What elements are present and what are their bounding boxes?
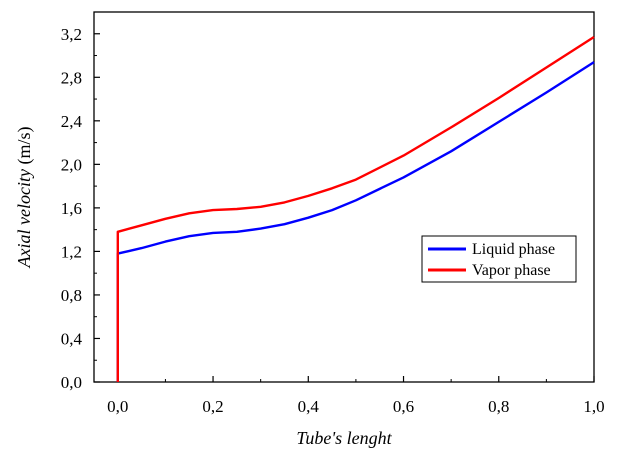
- legend-label: Vapor phase: [472, 262, 551, 279]
- y-tick-label: 0,8: [61, 286, 82, 305]
- legend-box: [421, 235, 577, 283]
- plot-frame: [93, 11, 595, 383]
- x-axis-title: Tube's lenght: [296, 428, 392, 448]
- x-tick-label: 0,4: [298, 397, 320, 416]
- legend-label: Liquid phase: [472, 241, 555, 258]
- x-tick-label: 0,8: [488, 397, 509, 416]
- plot-border: [93, 11, 595, 383]
- series-line-2: [116, 35, 595, 382]
- y-tick-label: 2,8: [61, 68, 82, 87]
- series-layer: [116, 35, 595, 382]
- y-axis: 0,0 0,4 0,8 1,2 1,6 2,0 2,4 2,8 3,2: [61, 25, 100, 392]
- y-tick-label: 1,6: [61, 199, 82, 218]
- y-axis-title-unit: (m/s): [14, 127, 35, 170]
- y-tick-label: 3,2: [61, 25, 82, 44]
- y-tick-label: 2,4: [61, 112, 83, 131]
- y-tick-label: 0,0: [61, 373, 82, 392]
- y-axis-title-main: Axial velocity: [14, 169, 34, 268]
- y-tick-label: 1,2: [61, 242, 82, 261]
- series-line-1: [116, 61, 595, 382]
- legend: Liquid phase Vapor phase: [421, 235, 577, 283]
- y-axis-title: Axial velocity (m/s): [14, 127, 35, 269]
- x-tick-label: 1,0: [583, 397, 604, 416]
- x-tick-label: 0,6: [393, 397, 414, 416]
- x-tick-label: 0,0: [107, 397, 128, 416]
- y-tick-label: 2,0: [61, 155, 82, 174]
- x-axis: 0,0 0,2 0,4 0,6 0,8 1,0: [107, 376, 605, 416]
- y-tick-label: 0,4: [61, 329, 83, 348]
- x-tick-label: 0,2: [202, 397, 223, 416]
